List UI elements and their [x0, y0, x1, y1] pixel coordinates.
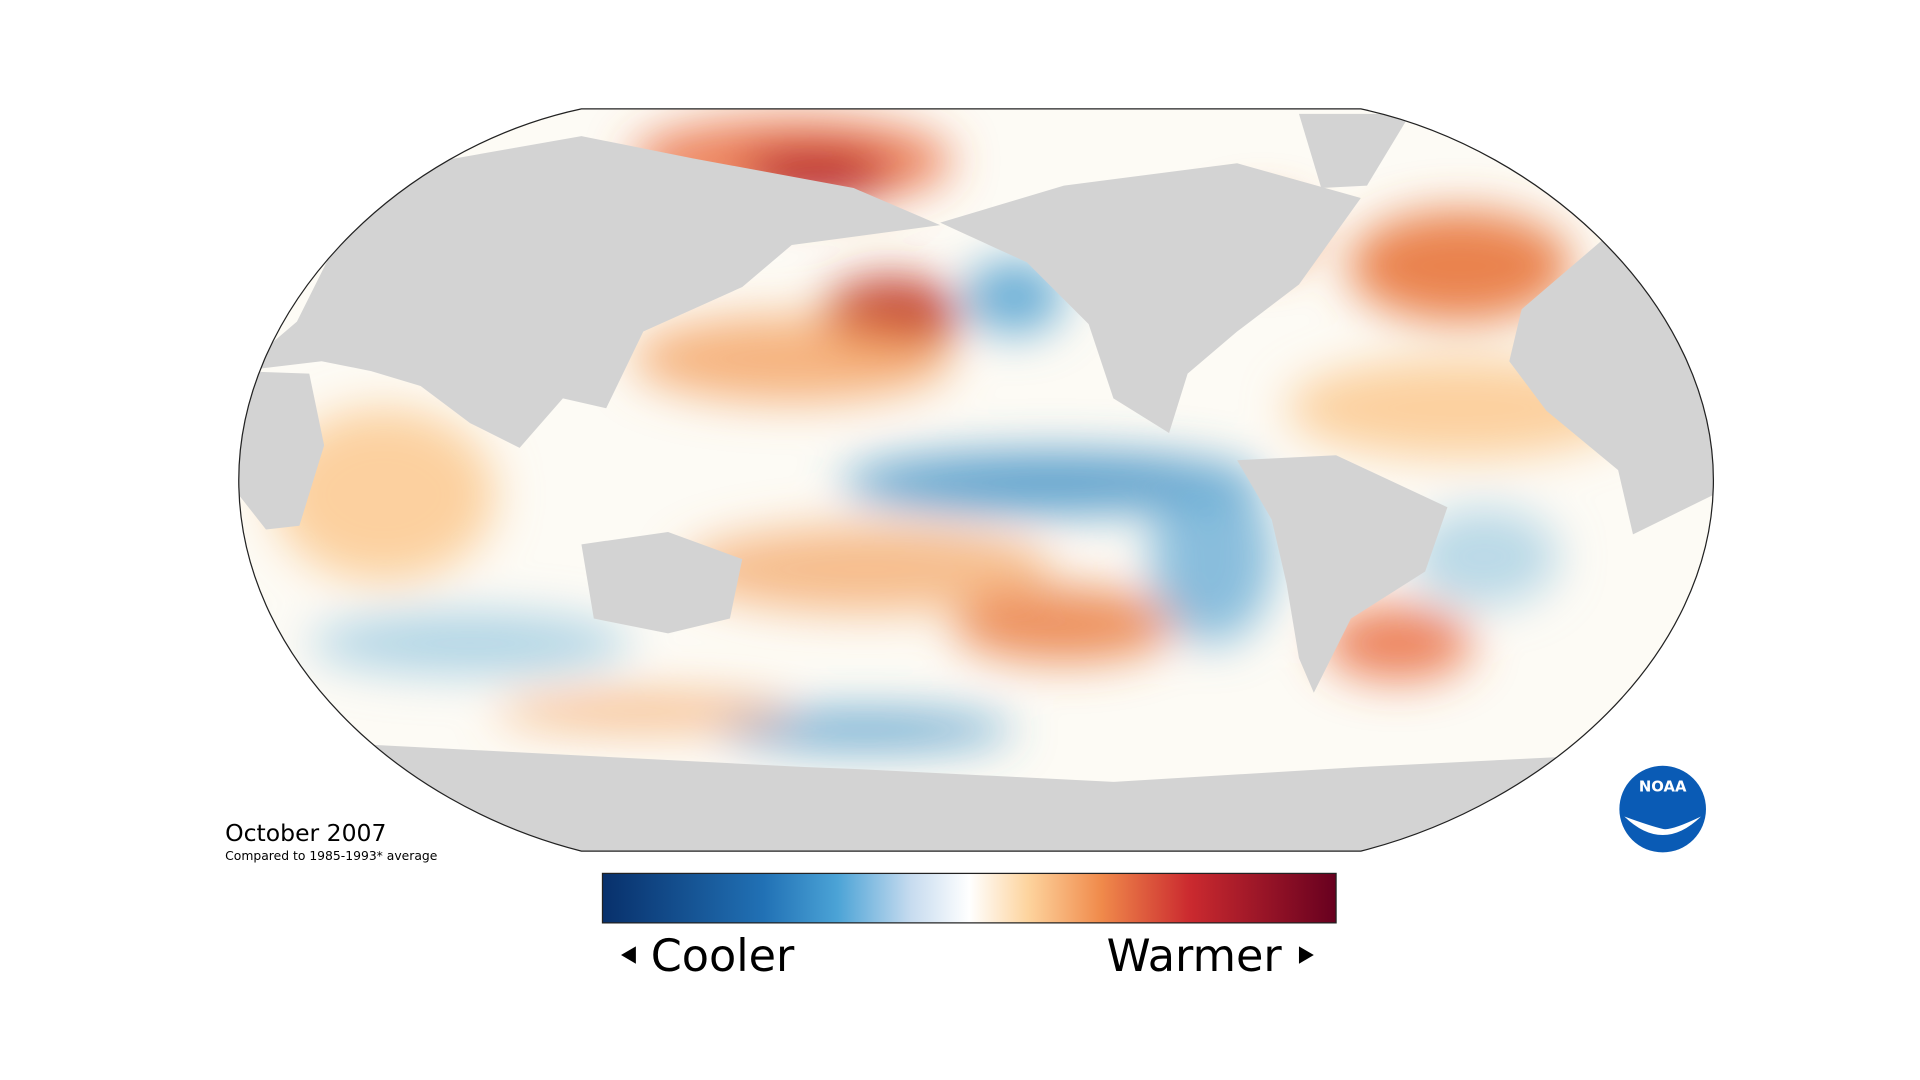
land — [238, 113, 1714, 852]
noaa-logo: NOAA — [1619, 765, 1706, 853]
map-caption: Compared to 1985-1993* average — [225, 849, 437, 863]
legend-low: Cooler — [651, 930, 795, 982]
map-date: October 2007 — [225, 819, 386, 847]
color-bar — [601, 872, 1337, 924]
logo-text: NOAA — [1639, 779, 1687, 796]
map-outline — [238, 108, 1715, 852]
cooler-arrow — [621, 946, 636, 964]
legend-high: Warmer — [1107, 930, 1283, 982]
anomaly-field — [272, 117, 1633, 749]
map-body — [238, 108, 1714, 852]
warmer-arrow — [1298, 946, 1314, 964]
